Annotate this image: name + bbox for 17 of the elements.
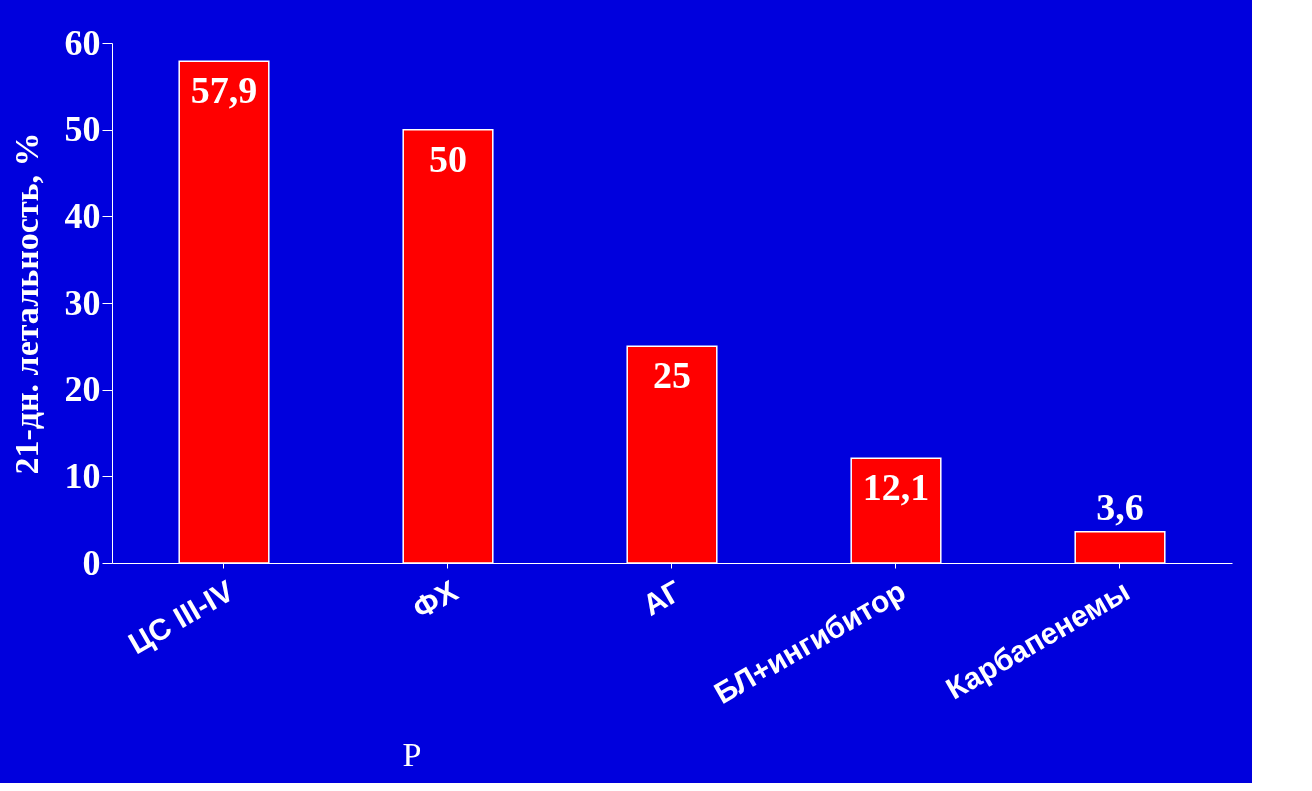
y-tick-label: 40: [64, 195, 101, 236]
data-label: 12,1: [862, 466, 930, 509]
x-tick-label: АГ: [637, 573, 687, 622]
y-axis-title: 21-дн. летальность, %: [7, 132, 45, 475]
y-tick-label: 30: [64, 282, 101, 323]
y-tick-label: 50: [64, 109, 101, 150]
x-tick-label: ЦС III-IV: [122, 573, 239, 661]
data-label: 3,6: [1096, 485, 1144, 528]
y-tick-label: 10: [64, 455, 101, 496]
data-label: 50: [429, 137, 467, 180]
data-label: 25: [653, 354, 691, 397]
y-tick-label: 0: [82, 542, 101, 583]
y-tick-label: 60: [64, 22, 101, 63]
data-label: 57,9: [190, 69, 258, 112]
y-tick-label: 20: [64, 369, 101, 410]
x-tick-label: ФХ: [406, 573, 463, 626]
text: P: [402, 736, 422, 773]
